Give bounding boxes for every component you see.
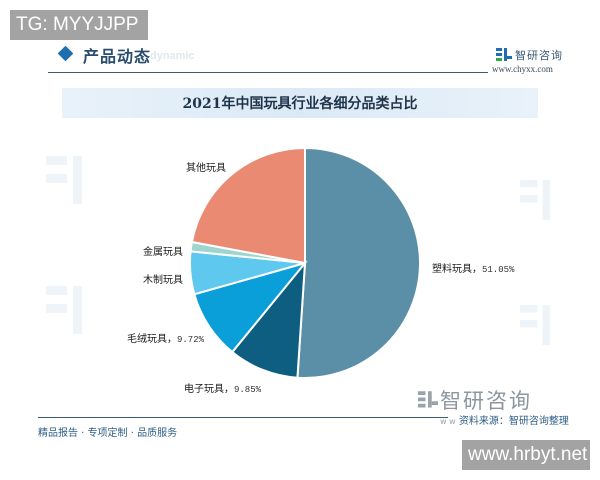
pie-slice-plastic bbox=[296, 146, 421, 379]
source-prefix: 资料来源： bbox=[458, 416, 509, 427]
chart-title-band: 2021年中国玩具行业各细分品类占比 bbox=[62, 88, 538, 118]
pie-slice-other bbox=[190, 146, 306, 265]
brand-logo-large-icon bbox=[418, 391, 438, 408]
label-text: 毛绒玩具， bbox=[127, 334, 177, 345]
label-text: 其他玩具 bbox=[186, 163, 226, 174]
label-pct: 9.72% bbox=[177, 335, 205, 345]
watermark-logo-icon bbox=[46, 286, 82, 334]
watermark-logo-icon bbox=[46, 156, 82, 204]
label-electronic: 电子玩具，9.85% bbox=[184, 380, 261, 395]
label-text: 塑料玩具， bbox=[432, 264, 482, 275]
header-divider bbox=[48, 72, 488, 73]
label-pct: 9.85% bbox=[234, 385, 262, 395]
faint-url: w w bbox=[440, 417, 456, 426]
label-text: 木制玩具 bbox=[143, 275, 183, 286]
label-other: 其他玩具 bbox=[186, 159, 226, 174]
section-subtitle: dynamic bbox=[150, 50, 195, 62]
section-title: 产品动态 bbox=[83, 47, 152, 66]
footer-divider bbox=[38, 417, 448, 418]
label-plush: 毛绒玩具，9.72% bbox=[127, 330, 204, 345]
brand-name: 智研咨询 bbox=[515, 49, 563, 62]
brand-name-large: 智研咨询 bbox=[440, 389, 532, 413]
chart-title: 2021年中国玩具行业各细分品类占比 bbox=[182, 96, 418, 112]
label-wooden: 木制玩具 bbox=[143, 271, 183, 286]
source-text: 智研咨询整理 bbox=[508, 416, 569, 427]
footer-slogan: 精品报告 · 专项定制 · 品质服务 bbox=[38, 428, 178, 439]
label-text: 电子玩具， bbox=[184, 384, 234, 395]
watermark-badge-bottom: www.hrbyt.net bbox=[462, 440, 590, 470]
brand-url: www.chyxx.com bbox=[492, 64, 553, 74]
label-pct: 51.05% bbox=[482, 265, 515, 275]
label-metal: 金属玩具 bbox=[143, 243, 183, 258]
brand-logo-icon bbox=[496, 48, 512, 61]
label-plastic: 塑料玩具，51.05% bbox=[432, 260, 514, 275]
footer-source: w w 资料来源：智研咨询整理 bbox=[440, 412, 569, 427]
label-text: 金属玩具 bbox=[143, 247, 183, 258]
watermark-logo-icon bbox=[520, 180, 550, 220]
watermark-logo-icon bbox=[520, 305, 550, 345]
watermark-badge-top: TG: MYYJJPP bbox=[10, 10, 148, 40]
